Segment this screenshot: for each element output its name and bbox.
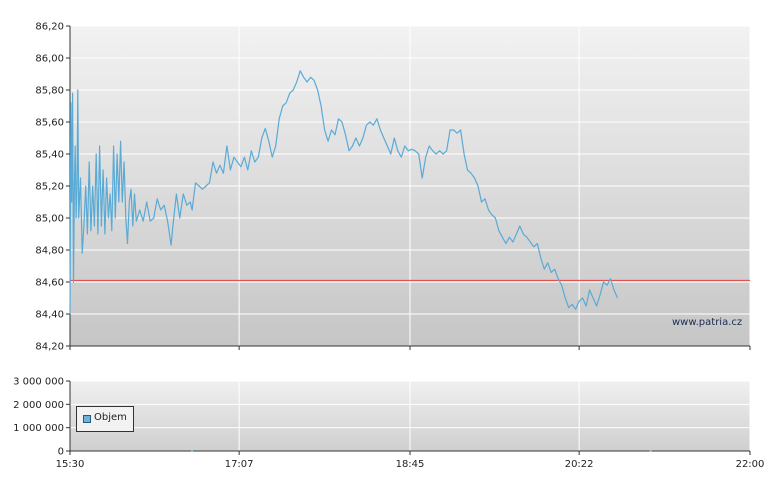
xtick-label: 22:00 (736, 459, 765, 470)
xtick-label: 15:30 (56, 459, 85, 470)
price-ytick-label: 85,80 (35, 86, 64, 97)
volume-bar (191, 450, 194, 452)
price-ytick-label: 84,60 (35, 278, 64, 289)
xtick-label: 18:45 (396, 459, 425, 470)
legend: Objem (76, 406, 134, 432)
price-series-line (69, 70, 619, 315)
volume-panel: 0 1 000 000 2 000 000 3 000 000 15:30 17:07 18… (13, 377, 764, 471)
volume-ytick-label: 1 000 000 (13, 423, 64, 434)
xtick-label: 20:22 (565, 459, 594, 470)
price-ytick-label: 85,60 (35, 118, 64, 129)
price-ytick-label: 85,40 (35, 150, 64, 161)
price-ytick-label: 85,20 (35, 182, 64, 193)
watermark: www.patria.cz (672, 317, 743, 328)
xtick-label: 17:07 (225, 459, 254, 470)
price-ytick-label: 84,40 (35, 310, 64, 321)
price-ytick-label: 84,80 (35, 246, 64, 257)
legend-label: Objem (94, 412, 127, 423)
volume-ytick-label: 3 000 000 (13, 377, 64, 388)
volume-ytick-label: 0 (58, 447, 64, 458)
price-panel: 84,20 84,40 84,60 84,80 85,00 85,20 85,40 85,60… (35, 22, 751, 353)
price-ytick-label: 85,00 (35, 214, 64, 225)
price-ytick-label: 84,20 (35, 342, 64, 353)
price-ytick-label: 86,00 (35, 54, 64, 65)
volume-ytick-label: 2 000 000 (13, 400, 64, 411)
volume-bar (649, 450, 652, 452)
price-ytick-label: 86,20 (35, 22, 64, 33)
legend-swatch (83, 415, 91, 423)
